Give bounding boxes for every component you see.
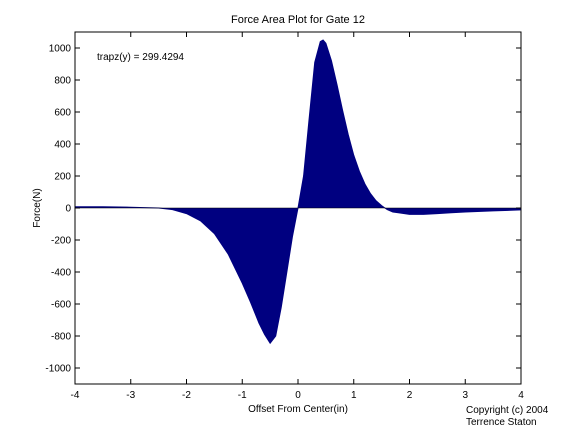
y-tick-label: -600	[51, 300, 71, 311]
plot-area	[74, 31, 522, 385]
y-tick-label: -400	[51, 268, 71, 279]
y-axis-label: Force(N)	[32, 188, 43, 227]
y-tick-label: 1000	[49, 44, 72, 55]
force-area	[75, 40, 521, 344]
y-tick-label: -800	[51, 332, 71, 343]
x-tick-label: -3	[126, 390, 135, 401]
x-tick-label: 1	[351, 390, 357, 401]
y-tick-label: 200	[54, 172, 71, 183]
y-tick-label: 800	[54, 76, 71, 87]
force-curve	[75, 39, 522, 345]
x-tick-label: -1	[238, 390, 247, 401]
chart-title: Force Area Plot for Gate 12	[231, 14, 365, 26]
annotation-text: trapz(y) = 299.4294	[97, 52, 184, 63]
author-text: Terrence Staton	[466, 417, 537, 428]
x-axis-label: Offset From Center(in)	[248, 404, 348, 415]
x-tick-label: 2	[407, 390, 413, 401]
x-tick-label: -4	[71, 390, 80, 401]
x-axis: -4 -3 -2 -1 0 1 2 3 4	[71, 32, 524, 401]
copyright-text: Copyright (c) 2004	[466, 405, 549, 416]
x-tick-label: -2	[182, 390, 191, 401]
x-tick-label: 3	[462, 390, 468, 401]
y-tick-label: 600	[54, 108, 71, 119]
x-tick-label: 0	[295, 390, 301, 401]
x-tick-label: 4	[518, 390, 524, 401]
y-tick-label: -1000	[45, 364, 71, 375]
y-axis: 1000 800 600 400 200 0 -200 -400 -600 -800 -1000	[45, 44, 521, 375]
y-tick-label: 400	[54, 140, 71, 151]
y-tick-label: 0	[65, 204, 71, 215]
y-tick-label: -200	[51, 236, 71, 247]
